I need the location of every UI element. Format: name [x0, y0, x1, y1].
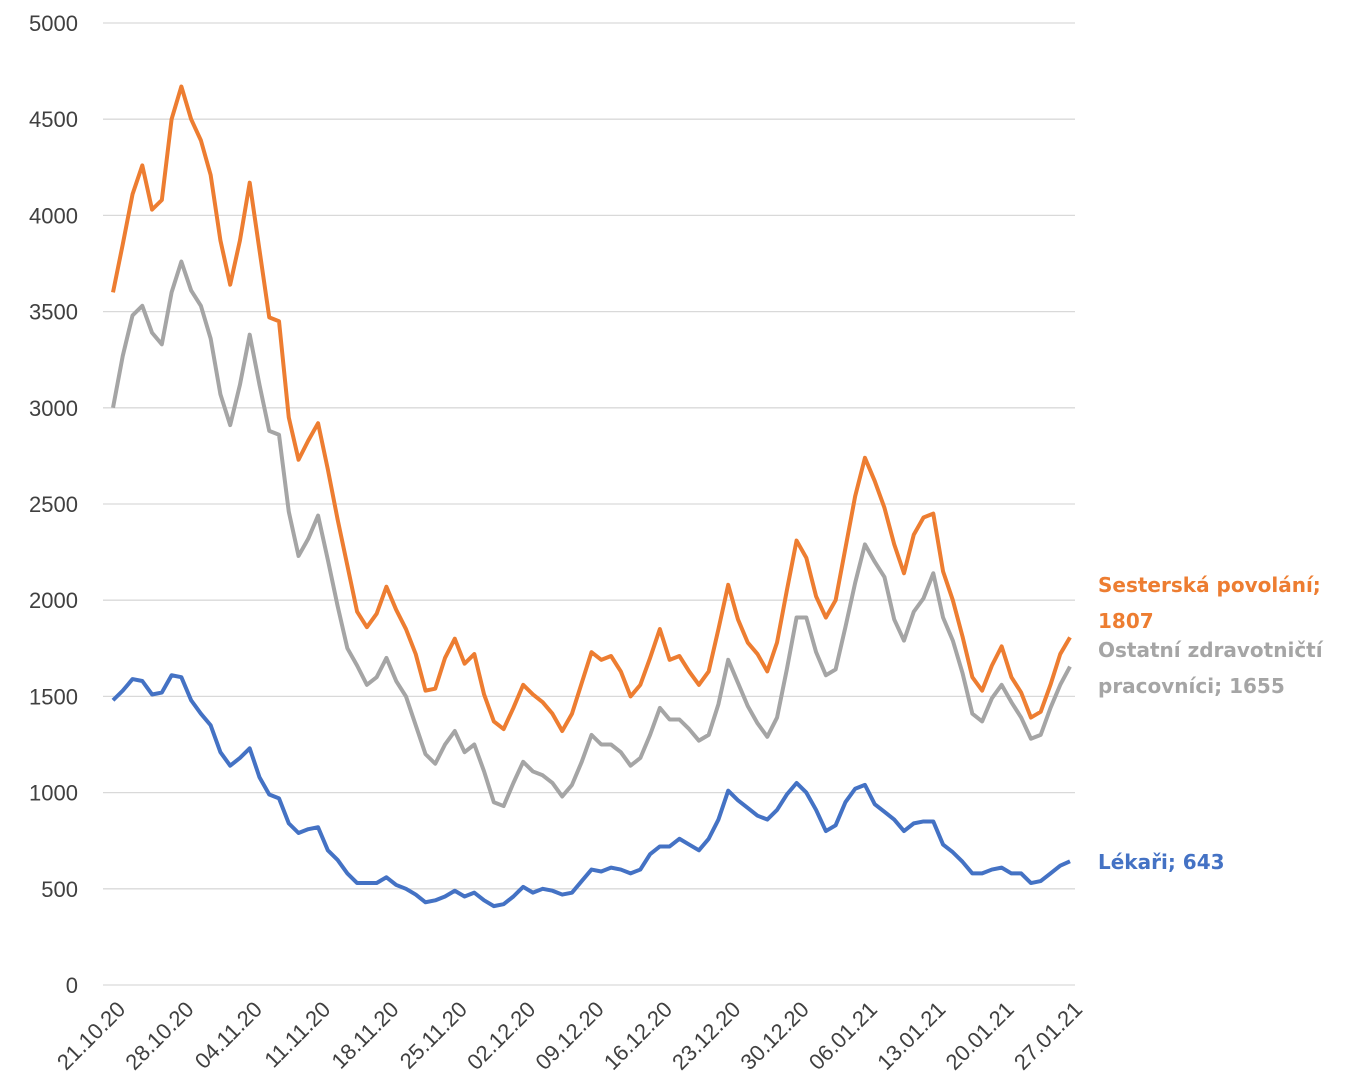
- series-label: Ostatní zdravotničtí pracovníci; 1655: [1098, 638, 1324, 698]
- x-tick-label: 28.10.20: [120, 997, 198, 1075]
- y-tick-label: 0: [66, 973, 78, 998]
- x-tick-label: 23.12.20: [667, 997, 745, 1075]
- y-tick-label: 2000: [29, 588, 78, 613]
- y-tick-label: 1500: [29, 684, 78, 709]
- x-tick-label: 25.11.20: [395, 997, 472, 1074]
- y-tick-label: 1000: [29, 781, 78, 806]
- x-tick-label: 04.11.20: [190, 997, 267, 1074]
- x-tick-label: 09.12.20: [530, 997, 608, 1075]
- y-tick-label: 5000: [29, 11, 78, 36]
- x-tick-label: 06.01.21: [804, 997, 882, 1075]
- y-tick-label: 3000: [29, 396, 78, 421]
- y-tick-label: 2500: [29, 492, 78, 517]
- y-tick-label: 4500: [29, 107, 78, 132]
- x-tick-label: 20.01.21: [941, 997, 1019, 1075]
- y-tick-label: 3500: [29, 300, 78, 325]
- series-line: [111, 673, 1071, 909]
- y-tick-label: 500: [41, 877, 78, 902]
- x-tick-label: 18.11.20: [327, 997, 404, 1074]
- series-label: Sesterská povolání; 1807: [1098, 573, 1321, 633]
- x-tick-label: 16.12.20: [599, 997, 677, 1075]
- x-tick-label: 30.12.20: [736, 997, 814, 1075]
- series-line: [111, 259, 1072, 809]
- x-tick-label: 21.10.20: [52, 997, 130, 1075]
- x-tick-label: 02.12.20: [462, 997, 540, 1075]
- y-tick-label: 4000: [29, 203, 78, 228]
- x-tick-label: 13.01.21: [872, 997, 950, 1075]
- x-tick-label: 11.11.20: [259, 997, 335, 1073]
- x-tick-label: 27.01.21: [1009, 997, 1087, 1075]
- series-label: Lékaři; 643: [1098, 850, 1225, 874]
- series-line: [111, 84, 1072, 734]
